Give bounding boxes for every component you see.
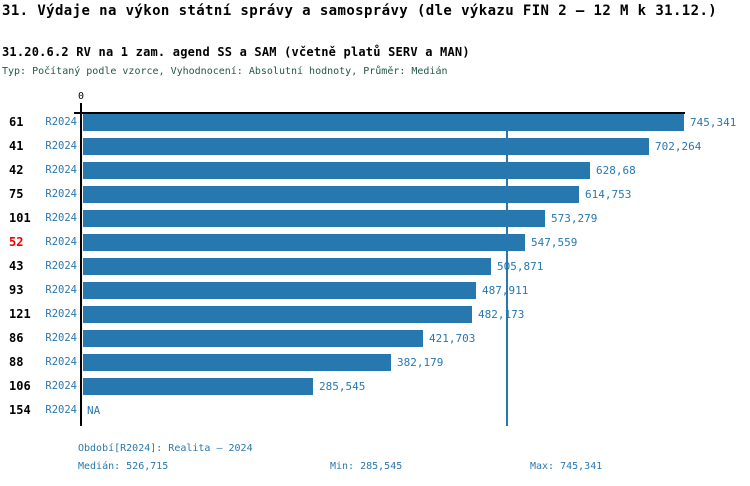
- bar-value-label: 285,545: [319, 380, 366, 393]
- footer-median-label: Medián: 526,715: [78, 461, 169, 472]
- meta-line: Typ: Počítaný podle vzorce, Vyhodnocení:…: [2, 66, 448, 77]
- row-period-label: R2024: [45, 380, 77, 392]
- x-axis-tick: [80, 103, 82, 112]
- row-id-label: 52: [9, 235, 24, 249]
- bar: [83, 258, 491, 275]
- bar-value-label: 482,173: [478, 308, 525, 321]
- bar: [83, 306, 472, 323]
- bar: [83, 210, 545, 227]
- bar-value-label: 573,279: [551, 212, 598, 225]
- row-period-label: R2024: [45, 116, 77, 128]
- row-period-label: R2024: [45, 236, 77, 248]
- row-id-label: 93: [9, 283, 24, 297]
- chart-row: 42 R2024 628,68: [0, 162, 750, 179]
- chart-row: 121 R2024 482,173: [0, 306, 750, 323]
- row-id-label: 86: [9, 331, 24, 345]
- row-period-label: R2024: [45, 212, 77, 224]
- footer-max-label: Max: 745,341: [530, 461, 603, 472]
- chart-row: 154 R2024 NA: [0, 402, 750, 419]
- bar: [83, 354, 391, 371]
- chart-row: 43 R2024 505,871: [0, 258, 750, 275]
- row-period-label: R2024: [45, 260, 77, 272]
- bar: [83, 378, 313, 395]
- bar-value-label: 547,559: [531, 236, 578, 249]
- y-axis-line: [80, 112, 82, 426]
- bar: [83, 162, 590, 179]
- bar: [83, 282, 476, 299]
- page-title: 31. Výdaje na výkon státní správy a samo…: [2, 3, 718, 19]
- row-id-label: 101: [9, 211, 31, 225]
- bar: [83, 186, 579, 203]
- row-id-label: 106: [9, 379, 31, 393]
- row-id-label: 121: [9, 307, 31, 321]
- bar-value-label: NA: [87, 404, 101, 417]
- bar-value-label: 505,871: [497, 260, 544, 273]
- row-period-label: R2024: [45, 356, 77, 368]
- footer-min-label: Min: 285,545: [330, 461, 403, 472]
- row-id-label: 88: [9, 355, 24, 369]
- bar-value-label: 382,179: [397, 356, 444, 369]
- bar-value-label: 628,68: [596, 164, 636, 177]
- row-period-label: R2024: [45, 332, 77, 344]
- row-period-label: R2024: [45, 284, 77, 296]
- row-period-label: R2024: [45, 140, 77, 152]
- bar-value-label: 614,753: [585, 188, 632, 201]
- row-period-label: R2024: [45, 164, 77, 176]
- bar: [83, 138, 649, 155]
- chart-row: 52 R2024 547,559: [0, 234, 750, 251]
- chart-row: 93 R2024 487,911: [0, 282, 750, 299]
- chart-row: 86 R2024 421,703: [0, 330, 750, 347]
- bar-value-label: 421,703: [429, 332, 476, 345]
- chart-row: 106 R2024 285,545: [0, 378, 750, 395]
- row-id-label: 43: [9, 259, 24, 273]
- row-id-label: 42: [9, 163, 24, 177]
- row-id-label: 61: [9, 115, 24, 129]
- row-id-label: 75: [9, 187, 24, 201]
- chart-row: 61 R2024 745,341: [0, 114, 750, 131]
- chart-row: 88 R2024 382,179: [0, 354, 750, 371]
- x-axis-line: [74, 112, 685, 114]
- median-line: [506, 114, 508, 426]
- x-axis-zero-label: 0: [77, 91, 85, 102]
- indicator-subtitle: 31.20.6.2 RV na 1 zam. agend SS a SAM (v…: [2, 45, 470, 59]
- chart-row: 41 R2024 702,264: [0, 138, 750, 155]
- row-period-label: R2024: [45, 308, 77, 320]
- bar: [83, 234, 525, 251]
- chart-row: 101 R2024 573,279: [0, 210, 750, 227]
- bar: [83, 114, 684, 131]
- bar: [83, 330, 423, 347]
- bar-value-label: 702,264: [655, 140, 702, 153]
- bar-value-label: 487,911: [482, 284, 529, 297]
- footer-period-label: Období[R2024]: Realita – 2024: [78, 443, 253, 454]
- row-id-label: 154: [9, 403, 31, 417]
- bar-value-label: 745,341: [690, 116, 737, 129]
- row-id-label: 41: [9, 139, 24, 153]
- row-period-label: R2024: [45, 188, 77, 200]
- row-period-label: R2024: [45, 404, 77, 416]
- chart-row: 75 R2024 614,753: [0, 186, 750, 203]
